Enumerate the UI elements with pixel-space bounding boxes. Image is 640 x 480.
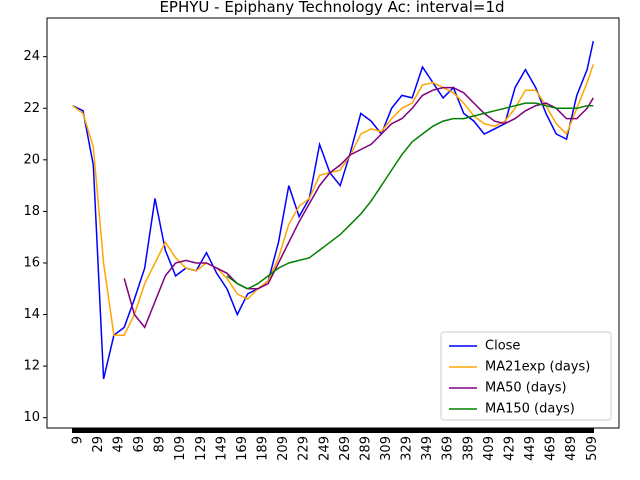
x-tick-label: 129 — [194, 436, 209, 461]
legend-label: Close — [485, 339, 520, 354]
x-tick-label: 209 — [276, 436, 291, 461]
legend-label: MA21exp (days) — [485, 360, 590, 375]
legend-label: MA50 (days) — [485, 381, 567, 396]
x-tick-label: 389 — [461, 436, 476, 461]
x-tick-label: 89 — [153, 436, 168, 453]
x-tick-label: 109 — [173, 436, 188, 461]
x-tick-label: 229 — [297, 436, 312, 461]
y-tick-label: 22 — [23, 101, 40, 116]
x-tick-label: 449 — [523, 436, 538, 461]
y-tick-label: 24 — [23, 49, 40, 64]
series-line — [72, 64, 595, 336]
axes-frame — [46, 17, 620, 429]
x-tick-label: 309 — [379, 436, 394, 461]
x-tick-label: 349 — [420, 436, 435, 461]
x-tick-label: 269 — [338, 436, 353, 461]
x-tick-label: 9 — [70, 436, 85, 444]
x-tick-label: 369 — [441, 436, 456, 461]
y-tick-label: 10 — [23, 410, 40, 425]
x-tick-label: 29 — [91, 436, 106, 453]
legend-box — [440, 331, 612, 421]
dense-tick-band — [72, 428, 594, 433]
x-tick-label: 469 — [544, 436, 559, 461]
x-tick-label: 429 — [502, 436, 517, 461]
y-tick-label: 18 — [23, 204, 40, 219]
x-tick-label: 489 — [564, 436, 579, 461]
x-tick-label: 169 — [235, 436, 250, 461]
legend-label: MA150 (days) — [485, 402, 575, 417]
y-tick-label: 12 — [23, 359, 40, 374]
series-line — [72, 41, 595, 380]
x-tick-label: 289 — [358, 436, 373, 461]
x-tick-label: 249 — [317, 436, 332, 461]
x-tick-label: 69 — [132, 436, 147, 453]
x-tick-label: 149 — [214, 436, 229, 461]
series-line — [123, 86, 594, 329]
y-tick-label: 16 — [23, 255, 40, 270]
y-tick-label: 14 — [23, 307, 40, 322]
x-tick-label: 329 — [400, 436, 415, 461]
x-tick-label: 189 — [256, 436, 271, 461]
chart-title: EPHYU - Epiphany Technology Ac: interval… — [159, 0, 504, 16]
x-tick-label: 509 — [585, 436, 600, 461]
x-tick-label: 409 — [482, 436, 497, 461]
x-tick-label: 49 — [112, 436, 127, 453]
series-line — [226, 102, 594, 290]
y-tick-label: 20 — [23, 152, 40, 167]
